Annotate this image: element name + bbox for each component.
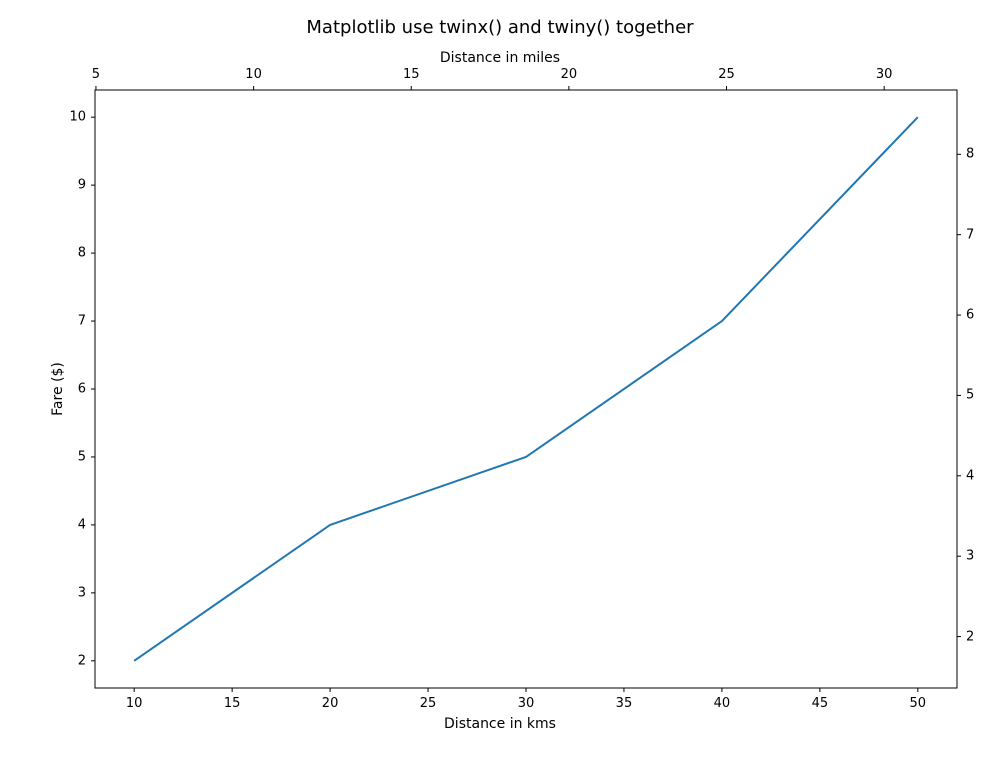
x-top-tick-label: 30 bbox=[876, 67, 893, 82]
y-right-tick-label: 6 bbox=[966, 308, 974, 323]
y-right-tick-label: 8 bbox=[966, 147, 974, 162]
y-right-tick-label: 5 bbox=[966, 388, 974, 403]
y-left-tick-label: 10 bbox=[69, 110, 86, 125]
y-left-tick-label: 4 bbox=[78, 517, 86, 532]
y-right-tick-label: 4 bbox=[966, 468, 974, 483]
x-top-tick-label: 20 bbox=[561, 67, 578, 82]
y-left-tick-label: 3 bbox=[78, 585, 86, 600]
x-bottom-tick-label: 25 bbox=[420, 696, 437, 711]
x-bottom-tick-label: 10 bbox=[126, 696, 143, 711]
x-bottom-tick-label: 15 bbox=[224, 696, 241, 711]
x-bottom-tick-label: 50 bbox=[910, 696, 927, 711]
x-top-tick-label: 15 bbox=[403, 67, 420, 82]
y-left-tick-label: 6 bbox=[78, 382, 86, 397]
y-left-tick-label: 5 bbox=[78, 449, 86, 464]
y-left-tick-label: 7 bbox=[78, 314, 86, 329]
x-bottom-tick-label: 40 bbox=[714, 696, 731, 711]
y-left-tick-label: 9 bbox=[78, 178, 86, 193]
y-left-tick-label: 8 bbox=[78, 246, 86, 261]
x-bottom-tick-label: 45 bbox=[812, 696, 829, 711]
x-top-tick-label: 5 bbox=[92, 67, 100, 82]
data-line bbox=[134, 117, 918, 661]
x-bottom-tick-label: 20 bbox=[322, 696, 339, 711]
y-right-tick-label: 7 bbox=[966, 227, 974, 242]
figure: Matplotlib use twinx() and twiny() toget… bbox=[0, 0, 1000, 764]
x-top-tick-label: 25 bbox=[718, 67, 735, 82]
y-right-tick-label: 3 bbox=[966, 549, 974, 564]
chart-svg bbox=[0, 0, 1000, 764]
x-top-tick-label: 10 bbox=[245, 67, 262, 82]
y-left-tick-label: 2 bbox=[78, 653, 86, 668]
x-bottom-tick-label: 35 bbox=[616, 696, 633, 711]
x-bottom-tick-label: 30 bbox=[518, 696, 535, 711]
y-right-tick-label: 2 bbox=[966, 629, 974, 644]
